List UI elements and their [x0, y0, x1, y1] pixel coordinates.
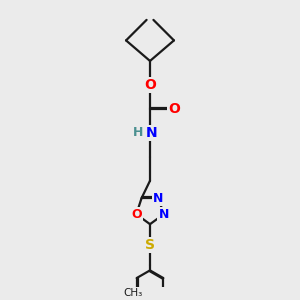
Text: O: O: [144, 78, 156, 92]
Text: N: N: [146, 126, 158, 140]
Text: N: N: [153, 192, 164, 205]
Text: O: O: [168, 102, 180, 116]
Text: S: S: [145, 238, 155, 252]
Text: CH₃: CH₃: [124, 289, 143, 298]
Text: N: N: [158, 208, 169, 221]
Text: O: O: [131, 208, 142, 221]
Text: H: H: [133, 126, 143, 139]
